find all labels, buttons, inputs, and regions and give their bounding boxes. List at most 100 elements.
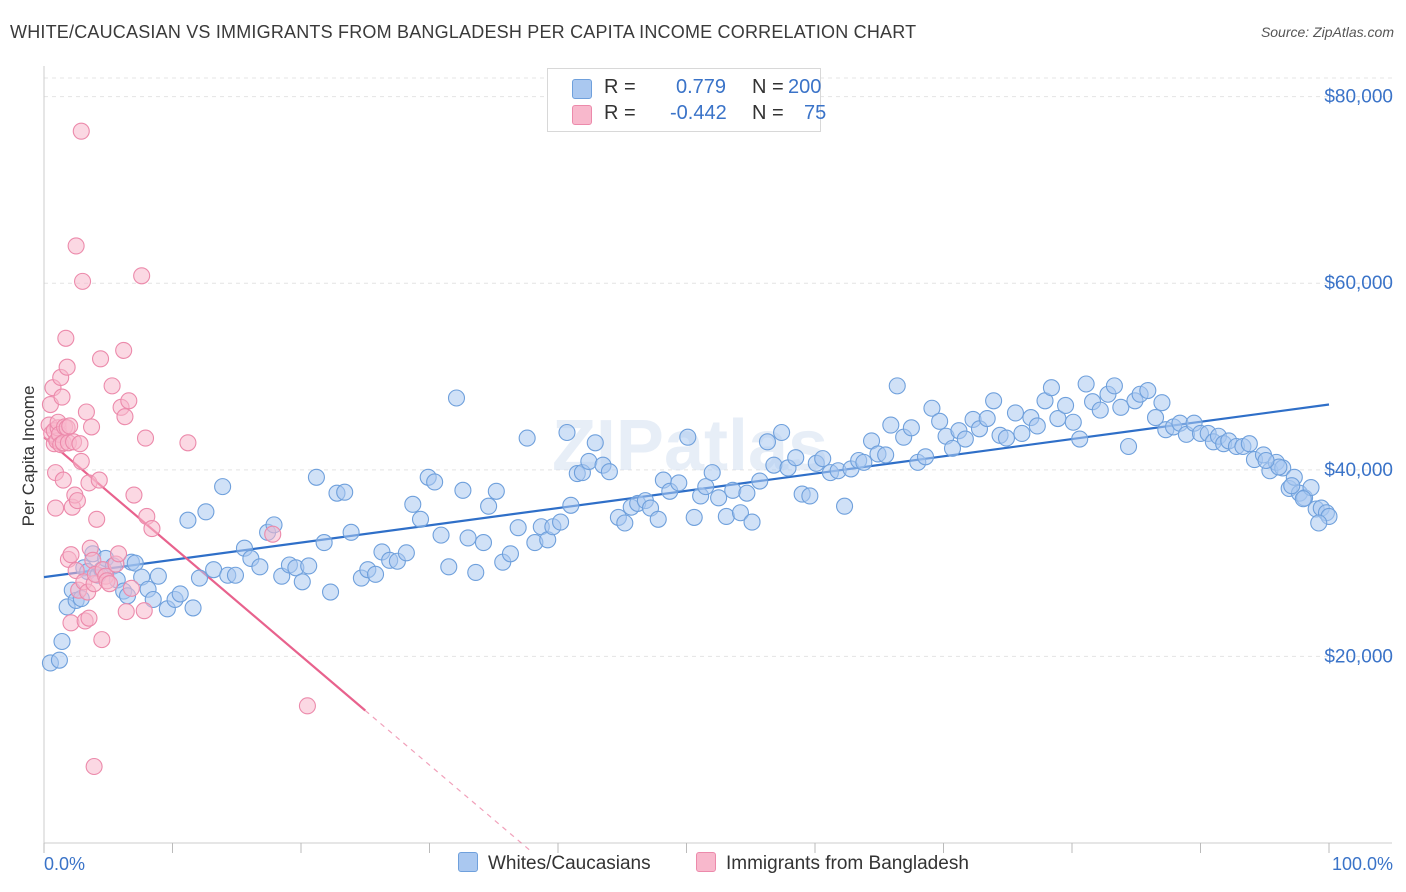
data-point [72, 452, 90, 470]
data-point [474, 534, 493, 552]
data-point [120, 392, 138, 410]
x-tick-label-max: 100.0% [1332, 854, 1393, 874]
data-point [397, 544, 415, 562]
r-label: R = [604, 102, 636, 124]
data-point [1071, 430, 1089, 448]
data-point [322, 583, 340, 601]
data-point [943, 439, 962, 457]
data-point [710, 489, 728, 507]
legend-item-whites[interactable]: Whites/Caucasians [458, 852, 651, 875]
data-point [80, 609, 98, 627]
data-point [997, 429, 1016, 447]
data-point [931, 412, 949, 430]
data-point [143, 520, 161, 538]
chart-title: WHITE/CAUCASIAN VS IMMIGRANTS FROM BANGL… [10, 22, 917, 42]
data-point [62, 546, 80, 564]
data-point [190, 569, 209, 587]
series-1 [40, 122, 316, 776]
data-point [179, 511, 197, 529]
data-point [61, 417, 79, 435]
data-point [1294, 490, 1312, 508]
data-point [487, 482, 505, 500]
legend-item-bangladesh[interactable]: Immigrants from Bangladesh [696, 852, 969, 875]
data-point [801, 487, 819, 505]
n-value: 75 [804, 102, 827, 124]
data-point [580, 452, 598, 470]
data-point [751, 472, 769, 490]
data-point [58, 358, 76, 376]
trend-line [43, 403, 1330, 579]
data-point [731, 504, 750, 522]
data-point [586, 434, 604, 452]
data-point [1006, 404, 1025, 422]
data-point [956, 430, 974, 448]
data-point [724, 481, 742, 499]
data-point [454, 481, 472, 499]
data-point [251, 558, 269, 576]
data-point [1310, 514, 1328, 532]
data-point [459, 529, 477, 547]
data-point [62, 614, 80, 632]
data-point [184, 599, 202, 617]
r-value: -0.442 [670, 102, 727, 124]
data-point [765, 456, 783, 474]
data-point [670, 474, 688, 492]
data-point [1077, 375, 1095, 393]
data-point [518, 429, 536, 447]
data-point [836, 497, 854, 515]
data-points [40, 122, 1338, 776]
data-point [1283, 477, 1301, 495]
data-point [717, 507, 735, 526]
data-point [1013, 424, 1031, 442]
data-point [179, 434, 197, 452]
data-point [411, 510, 430, 528]
data-point [501, 545, 520, 563]
data-point [300, 557, 318, 575]
data-point [366, 565, 385, 583]
whites-swatch [572, 79, 592, 99]
data-point [855, 453, 873, 471]
data-point [1028, 417, 1046, 435]
data-point [72, 122, 90, 140]
data-point [57, 329, 75, 347]
data-point [685, 508, 703, 526]
y-tick-label: $40,000 [1324, 460, 1393, 481]
data-point [54, 471, 72, 489]
data-point [149, 567, 167, 585]
data-point [117, 603, 135, 621]
data-point [53, 632, 71, 651]
y-axis-label: Per Capita Income [19, 386, 38, 527]
data-point [226, 566, 245, 584]
n-label: N = [752, 76, 784, 98]
data-point [135, 602, 153, 620]
data-point [923, 399, 941, 417]
data-point [90, 471, 108, 489]
data-point [447, 389, 466, 407]
legend-label: Whites/Caucasians [488, 853, 651, 874]
data-point [74, 272, 92, 290]
data-point [440, 558, 458, 576]
data-point [197, 503, 215, 521]
y-tick-label: $80,000 [1324, 87, 1393, 108]
data-point [902, 419, 920, 437]
data-point [88, 510, 106, 528]
data-point [47, 499, 65, 517]
data-point [649, 510, 667, 528]
data-point [1064, 413, 1082, 431]
data-point [68, 492, 86, 510]
data-point [103, 377, 121, 395]
legend-label: Immigrants from Bangladesh [726, 853, 969, 874]
data-point [1153, 394, 1171, 412]
data-point [67, 237, 85, 255]
data-point [480, 497, 498, 515]
data-point [133, 267, 151, 285]
data-point [1146, 409, 1165, 427]
data-point [93, 631, 111, 649]
data-point [298, 697, 316, 715]
data-point [758, 433, 777, 451]
r-value: 0.779 [676, 76, 727, 98]
data-point [1042, 379, 1060, 397]
data-point [467, 563, 485, 582]
stats-legend: R = 0.779 N = 200 R = -0.442 N = 75 [547, 68, 826, 132]
data-point [100, 575, 119, 593]
